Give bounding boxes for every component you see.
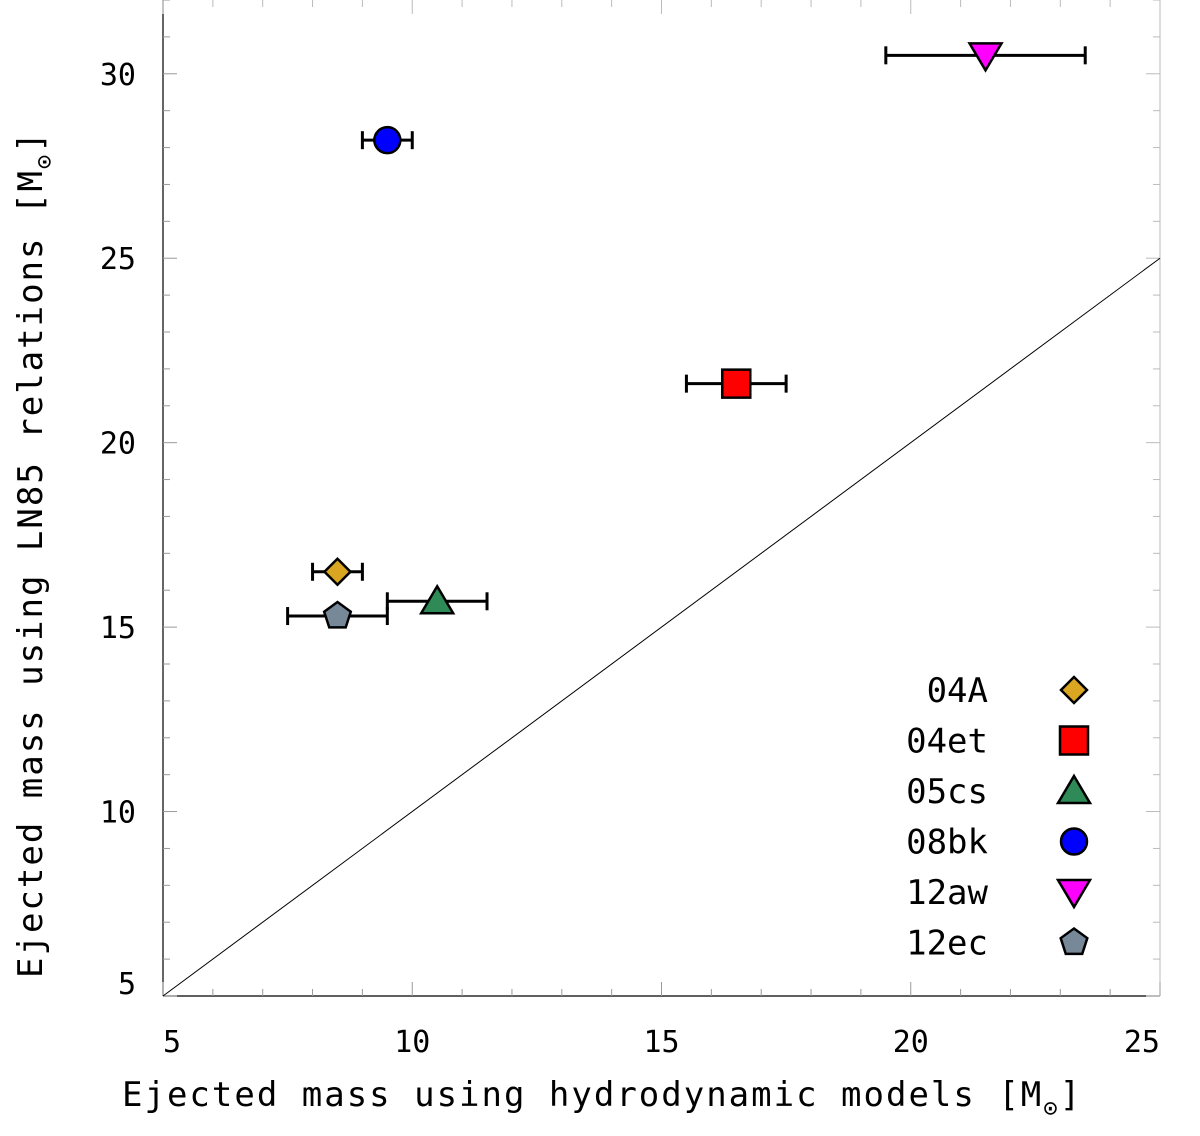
x-tick-label: 10 <box>394 1025 430 1060</box>
point-04et <box>721 368 752 399</box>
legend-label-04A: 04A <box>927 671 988 711</box>
legend-marker-12ec <box>1059 926 1089 956</box>
legend-marker-12aw <box>1055 878 1093 910</box>
y-tick-label: 10 <box>100 796 136 831</box>
point-08bk <box>373 125 402 155</box>
legend-marker-05cs <box>1055 773 1093 805</box>
y-tick-label: 25 <box>100 242 136 277</box>
y-tick-label: 30 <box>100 58 136 93</box>
x-tick-label: 5 <box>163 1025 181 1060</box>
x-tick-label: 25 <box>1124 1025 1160 1060</box>
legend-label-08bk: 08bk <box>906 823 988 863</box>
legend-label-04et: 04et <box>906 722 988 762</box>
legend-label-12ec: 12ec <box>906 924 988 964</box>
x-tick-label: 15 <box>643 1025 679 1060</box>
point-05cs <box>418 583 456 615</box>
x-axis-title: Ejected mass using hydrodynamic models [… <box>122 1075 1082 1122</box>
legend-marker-04A <box>1059 675 1089 705</box>
legend-label-05cs: 05cs <box>906 772 988 812</box>
y-tick-label: 5 <box>118 967 136 1002</box>
legend-label-12aw: 12aw <box>906 873 988 913</box>
y-tick-label: 20 <box>100 427 136 462</box>
one-to-one-line <box>162 257 1161 997</box>
y-axis-title: Ejected mass using LN85 relations [M⊙] <box>11 130 58 978</box>
point-04A <box>322 557 353 587</box>
point-12ec <box>322 600 353 629</box>
y-tick-label: 15 <box>100 611 136 646</box>
x-tick-label: 20 <box>893 1025 929 1060</box>
point-12aw <box>967 42 1004 73</box>
legend-marker-08bk <box>1059 827 1089 856</box>
legend-marker-04et <box>1058 725 1090 756</box>
